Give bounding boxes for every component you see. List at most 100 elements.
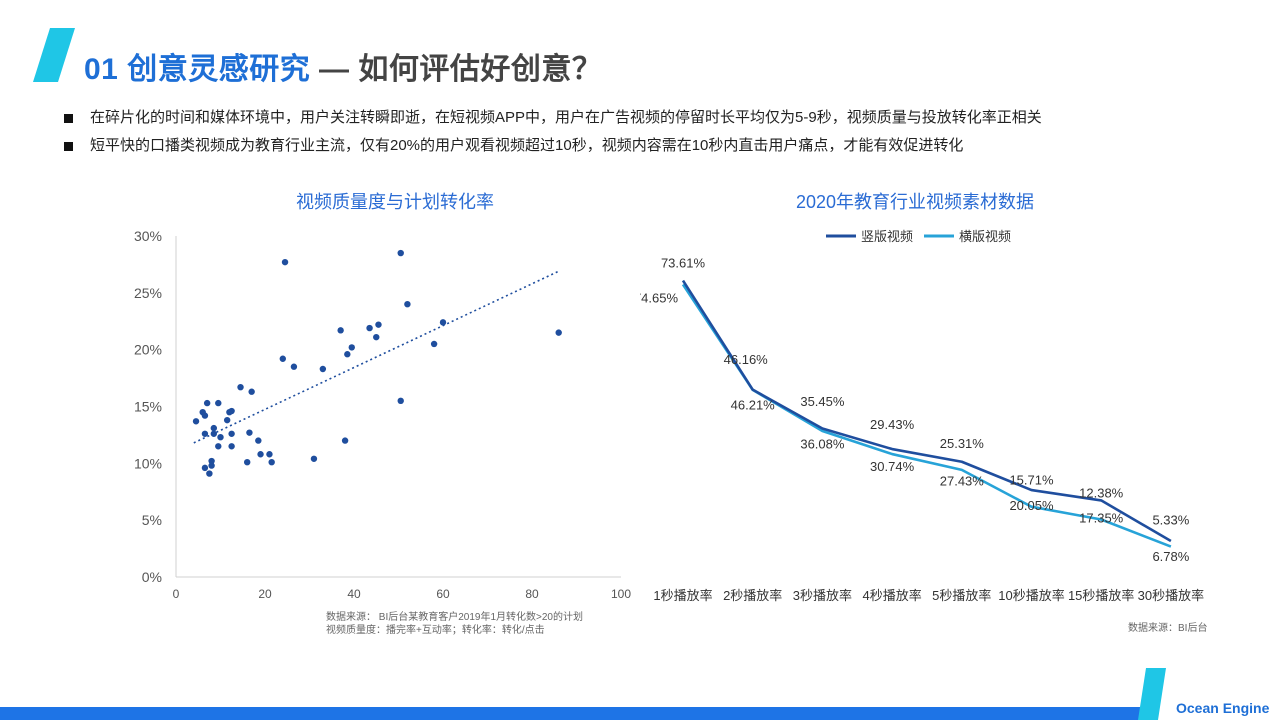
scatter-point [210, 430, 218, 437]
data-label-vertical: 46.21% [731, 398, 776, 413]
scatter-point [290, 363, 298, 370]
scatter-point [373, 333, 380, 341]
x-category-label: 15秒播放率 [1068, 588, 1134, 603]
scatter-point [281, 258, 289, 266]
scatter-point [210, 424, 218, 432]
scatter-point [217, 433, 224, 441]
y-tick-label: 25% [134, 285, 162, 301]
x-category-label: 5秒播放率 [932, 588, 991, 603]
bullet-list: 在碎片化的时间和媒体环境中，用户关注转瞬即逝，在短视频APP中，用户在广告视频的… [62, 104, 1042, 160]
scatter-point [215, 399, 222, 407]
scatter-point [257, 451, 264, 458]
scatter-point [244, 458, 251, 466]
trendline [193, 270, 560, 444]
data-label-horizontal: 73.61% [661, 256, 706, 271]
line-chart-title: 2020年教育行业视频素材数据 [795, 192, 1035, 212]
x-category-label: 3秒播放率 [793, 588, 852, 603]
data-label-horizontal: 12.38% [1079, 485, 1124, 500]
x-tick-label: 60 [436, 587, 450, 601]
scatter-point [266, 451, 273, 458]
y-tick-label: 0% [142, 569, 162, 585]
scatter-point [430, 340, 438, 348]
scatter-chart-title: 视频质量度与计划转化率 [296, 192, 494, 212]
legend-label: 横版视频 [959, 229, 1011, 244]
y-tick-label: 20% [134, 342, 162, 358]
x-tick-label: 0 [173, 587, 180, 601]
scatter-point [375, 321, 382, 328]
data-label-vertical: 17.35% [1079, 510, 1124, 525]
scatter-point [310, 455, 318, 462]
line-chart: 竖版视频 横版视频 1秒播放率 2秒播放率 3秒播放率 4秒播放率 5秒播放率 10秒播放率 1… [640, 229, 1204, 603]
scatter-point [319, 365, 327, 373]
scatter-note-line: 视频质量度：播完率+互动率；转化率：转化/点击 [326, 625, 545, 636]
scatter-point [404, 301, 411, 308]
line-chart-note: 数据来源：BI后台 [1128, 623, 1208, 634]
y-tick-label: 5% [142, 512, 162, 528]
scatter-point [223, 416, 231, 424]
scatter-chart-note: 数据来源： BI后台某教育客户2019年1月转化数>20的计划 视频质量度：播完… [326, 611, 583, 637]
scatter-point [341, 437, 349, 444]
ocean-engine-logo-text: Ocean Engine [1176, 700, 1270, 716]
scatter-point [201, 464, 209, 472]
bullet-item: 短平快的口播类视频成为教育行业主流，仅有20%的用户观看视频超过10秒，视频内容… [62, 132, 1042, 160]
scatter-point [279, 355, 286, 362]
data-label-vertical: 30.74% [870, 459, 915, 474]
legend-label: 竖版视频 [861, 229, 913, 244]
y-tick-label: 30% [134, 228, 162, 244]
x-tick-label: 80 [525, 587, 539, 601]
data-label-horizontal: 29.43% [870, 417, 915, 432]
footer-bar [0, 707, 1140, 720]
scatter-point [208, 457, 215, 465]
scatter-point [348, 344, 355, 351]
page-title-number: 01 创意灵感研究 [84, 53, 311, 86]
scatter-point [206, 470, 213, 477]
scatter-point [237, 383, 244, 391]
data-label-vertical: 36.08% [800, 437, 845, 452]
scatter-point [203, 399, 211, 407]
data-label-horizontal: 15.71% [1009, 473, 1054, 488]
x-category-label: 30秒播放率 [1138, 588, 1204, 603]
scatter-point [366, 324, 373, 332]
x-category-label: 1秒播放率 [653, 588, 712, 603]
x-tick-label: 100 [611, 587, 631, 601]
scatter-point [246, 429, 253, 436]
bullet-item: 在碎片化的时间和媒体环境中，用户关注转瞬即逝，在短视频APP中，用户在广告视频的… [62, 104, 1042, 132]
scatter-point [555, 329, 562, 336]
scatter-point [201, 412, 209, 419]
scatter-point [344, 351, 351, 358]
scatter-point [248, 388, 255, 395]
ocean-engine-logo-mark [1138, 668, 1166, 720]
x-tick-label: 20 [258, 587, 272, 601]
scatter-point [337, 327, 344, 334]
scatter-chart: 0% 5% 10% 15% 20% 25% 30% 0 20 40 60 80 100 [134, 228, 631, 601]
x-category-label: 4秒播放率 [862, 588, 921, 603]
scatter-point [228, 443, 235, 450]
data-label-vertical: 27.43% [940, 474, 985, 489]
page-title-subtitle: — 如何评估好创意？ [310, 53, 603, 86]
scatter-point [228, 430, 235, 437]
page-title: 01 创意灵感研究 — 如何评估好创意？ [84, 44, 602, 88]
series-line-horizontal [681, 283, 1172, 548]
data-label-horizontal: 5.33% [1152, 513, 1189, 528]
scatter-point [228, 407, 235, 415]
title-accent-mark [33, 28, 75, 82]
data-label-horizontal: 25.31% [940, 436, 985, 451]
data-label-horizontal: 46.16% [724, 352, 769, 367]
data-label-vertical: 20.05% [1009, 498, 1054, 513]
scatter-point [201, 430, 209, 437]
scatter-point [397, 249, 404, 257]
scatter-point [215, 443, 222, 450]
scatter-point [208, 462, 215, 469]
scatter-point [439, 319, 447, 326]
scatter-point [255, 437, 262, 444]
y-tick-label: 10% [134, 455, 162, 471]
y-tick-label: 15% [134, 399, 162, 415]
data-label-vertical: 6.78% [1152, 549, 1189, 564]
data-label-vertical: 74.65% [640, 291, 678, 306]
data-label-horizontal: 35.45% [800, 394, 845, 409]
scatter-point [397, 397, 404, 405]
x-category-label: 2秒播放率 [723, 588, 782, 603]
x-tick-label: 40 [347, 587, 361, 601]
scatter-point [268, 458, 275, 466]
scatter-note-line: 数据来源： BI后台某教育客户2019年1月转化数>20的计划 [326, 612, 583, 623]
